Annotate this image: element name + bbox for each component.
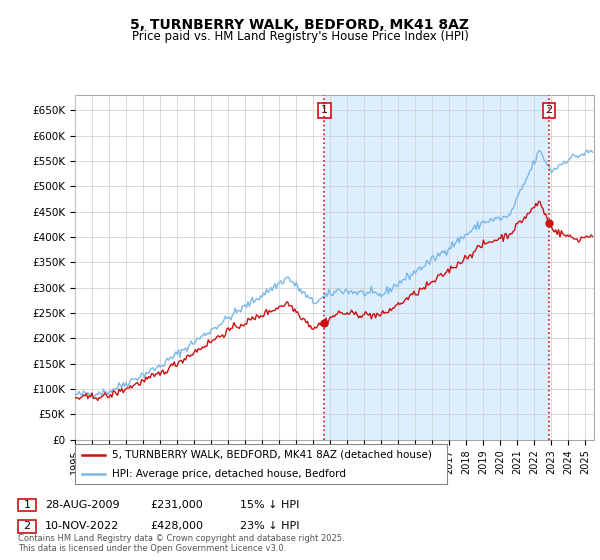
Text: £428,000: £428,000 (150, 521, 203, 531)
Text: 15% ↓ HPI: 15% ↓ HPI (240, 500, 299, 510)
Text: 28-AUG-2009: 28-AUG-2009 (45, 500, 119, 510)
Bar (325, 95, 549, 440)
Text: 10-NOV-2022: 10-NOV-2022 (45, 521, 119, 531)
Text: 2: 2 (545, 105, 553, 115)
Text: 23% ↓ HPI: 23% ↓ HPI (240, 521, 299, 531)
Text: 5, TURNBERRY WALK, BEDFORD, MK41 8AZ: 5, TURNBERRY WALK, BEDFORD, MK41 8AZ (131, 18, 470, 32)
Text: 5, TURNBERRY WALK, BEDFORD, MK41 8AZ (detached house): 5, TURNBERRY WALK, BEDFORD, MK41 8AZ (de… (112, 450, 432, 460)
Text: HPI: Average price, detached house, Bedford: HPI: Average price, detached house, Bedf… (112, 469, 346, 478)
Text: 2: 2 (23, 521, 31, 531)
Text: 1: 1 (321, 105, 328, 115)
Text: Price paid vs. HM Land Registry's House Price Index (HPI): Price paid vs. HM Land Registry's House … (131, 30, 469, 43)
Text: £231,000: £231,000 (150, 500, 203, 510)
Text: 1: 1 (23, 500, 31, 510)
Text: Contains HM Land Registry data © Crown copyright and database right 2025.
This d: Contains HM Land Registry data © Crown c… (18, 534, 344, 553)
